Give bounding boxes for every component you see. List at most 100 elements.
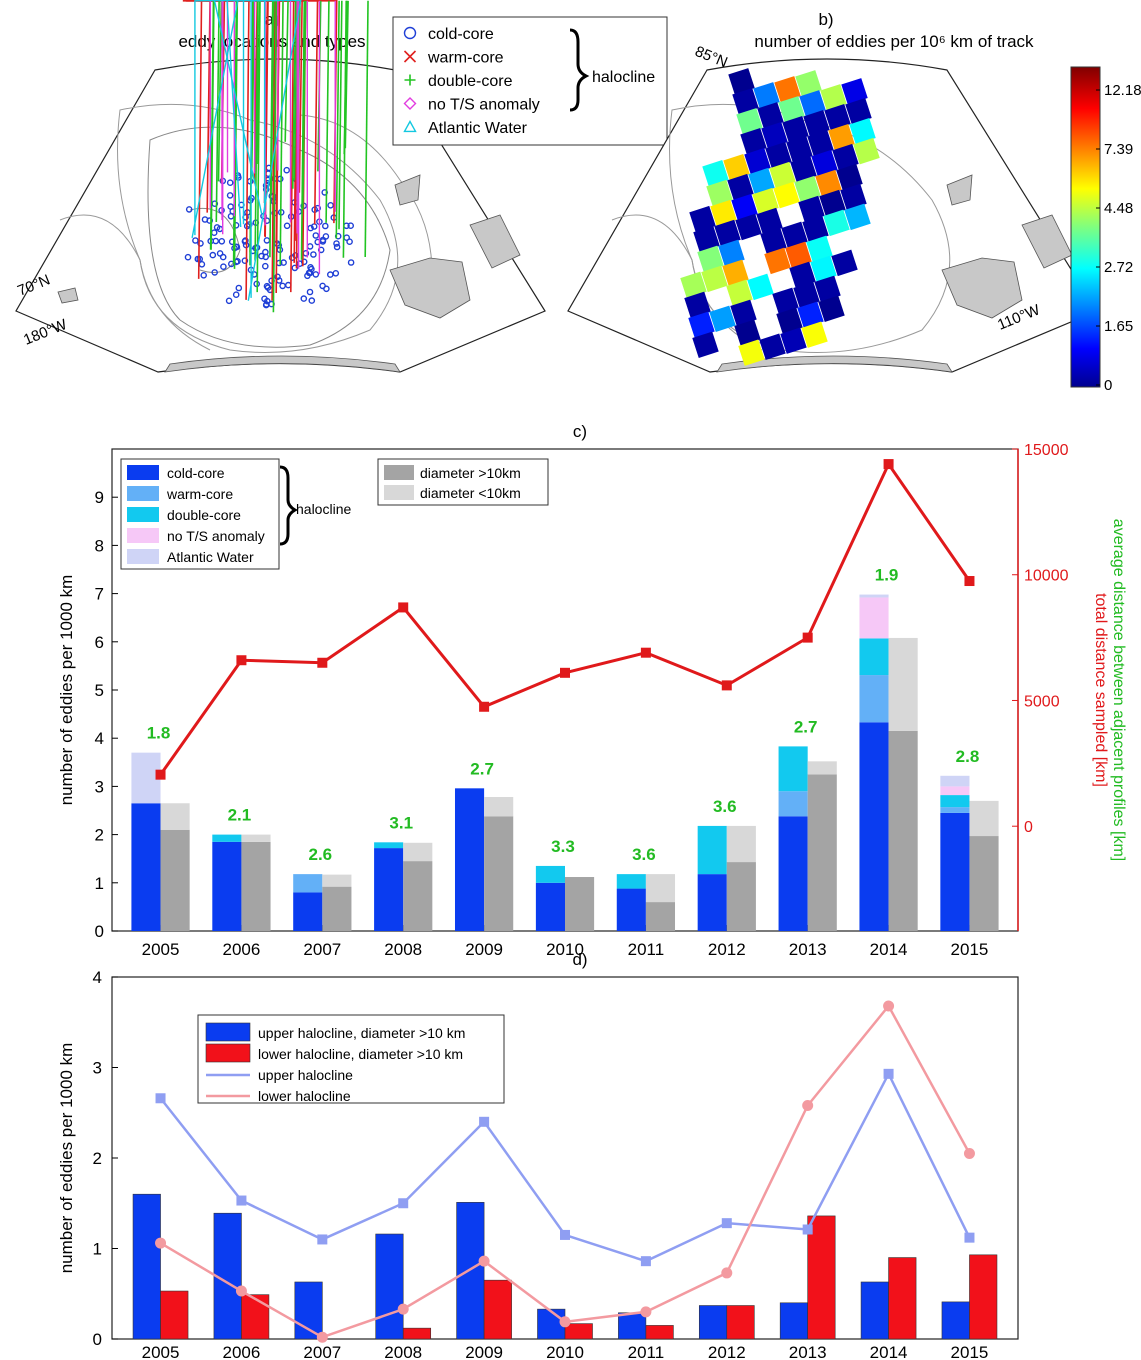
panel-d-chart: d) 0 1 2 3 4 2005 2006 2007 2008 2009 2010 2011 2012… [57,950,1019,1360]
y-tick-label: 2 [93,1149,102,1168]
eddy-marker-circle [319,238,327,245]
density-cell [797,301,824,329]
y-tick-label: 2 [95,826,104,845]
density-cell [702,159,729,187]
eddy-marker-plus [302,0,307,210]
bar-no-t-s-anomaly [940,786,970,796]
bar-size-diameter-10km [726,825,756,863]
density-cell [718,239,745,267]
panel-a-land [469,214,521,269]
eddy-marker-circle [327,201,334,209]
density-cell [845,97,872,125]
bar-cold-core [616,888,646,931]
marker-lower-halocline [478,1255,490,1267]
legend-label: Atlantic Water [428,120,528,137]
y-tick-label: 3 [93,1059,102,1078]
avg-distance-label: 2.6 [309,845,333,864]
bar-size-diameter-10km [241,841,271,931]
bar-warm-core [293,874,323,893]
eddy-marker-plus [215,0,220,223]
bar-size-diameter-10km [160,829,190,931]
legend-label: double-core [167,507,241,523]
eddy-marker-plus [254,0,259,261]
eddy-marker-circle [220,263,227,271]
marker-total-distance [155,769,166,780]
x-tick-label: 2015 [951,940,989,959]
eddy-marker-circle [184,253,192,261]
eddy-marker-plus [364,0,369,258]
density-cell [710,199,737,227]
eddy-marker-circle [192,237,199,244]
panel-c-legend: cold-core warm-core double-core no T/S anom… [120,458,549,570]
marker-upper-halocline [479,1116,490,1127]
density-cell [689,205,716,233]
density-cell [811,149,838,177]
bar-cold-core [212,841,242,931]
eddy-marker-plus [300,0,306,260]
x-tick-label: 2011 [628,1343,665,1360]
eddy-marker-circle [333,240,340,247]
y-tick-label: 7 [95,585,104,604]
legend-marker-triangle [403,120,417,133]
marker-total-distance [964,576,975,587]
eddy-marker-circle [346,238,353,245]
legend-swatch [127,486,159,501]
panel-b-land [716,355,953,373]
density-cell [765,141,792,169]
avg-distance-label: 1.9 [875,566,899,585]
marker-total-distance [883,459,894,470]
legend-label: double-core [428,73,513,90]
density-cell [723,153,750,181]
marker-upper-halocline [721,1218,732,1229]
eddy-marker-plus [338,0,343,230]
density-cell [803,109,830,137]
bar-lower-halocline [564,1323,593,1340]
density-cell [684,291,711,319]
bar-atlantic-water [859,594,889,598]
eddy-marker-plus [344,0,349,149]
density-cell [748,167,775,195]
bar-double-core [940,795,970,808]
eddy-marker-circle [306,288,314,296]
y-tick-label: 4 [95,729,104,748]
density-cell [757,102,784,129]
eddy-marker-circle [310,223,318,230]
marker-total-distance [802,632,813,643]
eddy-marker-circle [312,271,320,278]
eddy-marker-circle [288,254,296,262]
eddy-marker-circle [291,264,299,272]
eddy-marker-plus [284,0,289,142]
panel-c-chart: c) 0 1 2 3 4 5 6 7 8 9 0 5000 10000 15000 2005 1.8 2006 2… [57,422,1127,959]
legend-label: upper halocline, diameter >10 km [258,1025,465,1041]
density-cell [778,96,805,123]
eddy-marker-circle [347,259,355,266]
marker-upper-halocline [236,1195,247,1206]
panel-b-density-grid [680,68,880,366]
marker-lower-halocline [155,1237,167,1249]
x-tick-label: 2008 [384,1343,422,1360]
marker-lower-halocline [559,1316,571,1328]
density-cell [734,319,761,347]
eddy-marker-circle [211,269,218,276]
x-tick-label: 2005 [142,940,180,959]
eddy-marker-circle [232,291,240,299]
bar-cold-core [778,816,808,931]
bar-lower-halocline [645,1325,674,1340]
density-cell [701,265,728,293]
eddy-marker-circle [201,216,209,223]
legend-marker-circle [403,26,417,40]
eddy-marker-circle [261,262,269,270]
eddy-marker-circle [308,297,316,304]
eddy-marker-circle [225,297,233,305]
bar-size-diameter-10km [969,800,999,837]
bar-cold-core [697,874,727,931]
panel-c-title: c) [573,422,587,441]
y-tick-label: 3 [95,777,104,796]
legend-label: warm-core [166,486,233,502]
avg-distance-label: 2.7 [794,717,818,736]
panel-a-land [164,355,401,373]
bar-lower-halocline [969,1254,998,1340]
density-cell [776,307,803,335]
eddy-marker-circle [274,273,281,281]
marker-lower-halocline [316,1331,328,1343]
